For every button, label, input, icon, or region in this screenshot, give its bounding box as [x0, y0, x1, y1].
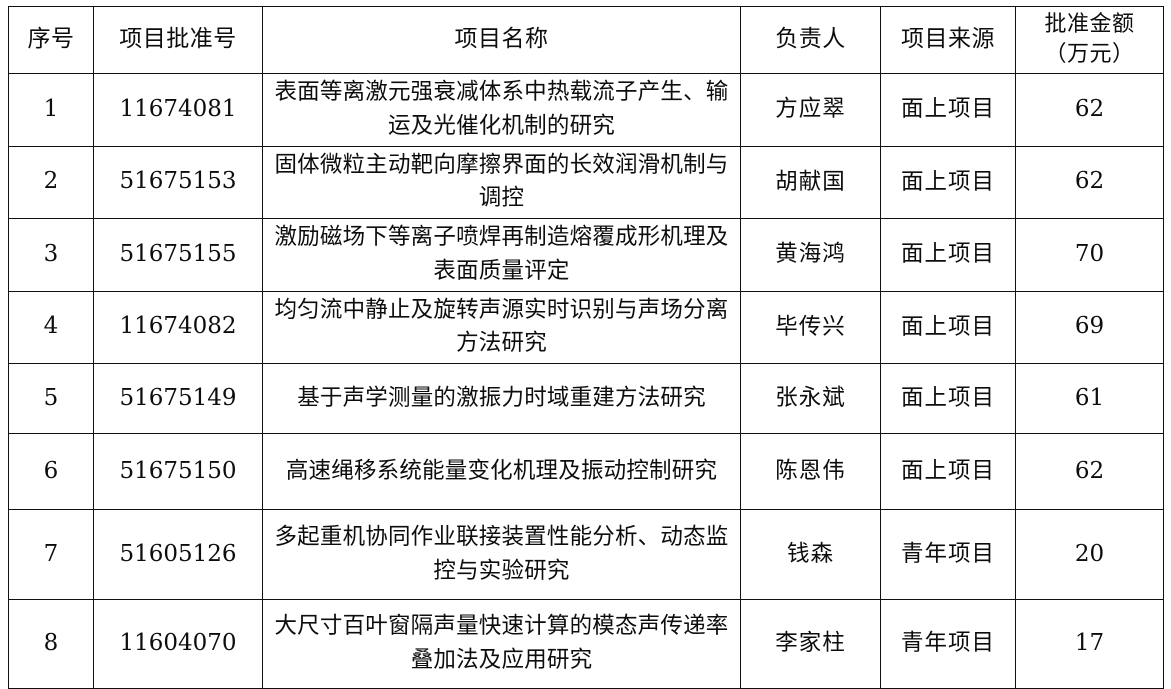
cell-approval-number: 51675155 [93, 218, 263, 292]
column-header-project-name: 项目名称 [262, 6, 741, 74]
cell-project-source: 面上项目 [880, 145, 1016, 219]
cell-project-name: 表面等离激元强衰减体系中热载流子产生、输运及光催化机制的研究 [262, 73, 741, 147]
table-header: 序号 项目批准号 项目名称 负责人 项目来源 批准金额 （万元） [8, 6, 1164, 74]
cell-sequence: 7 [8, 509, 94, 600]
cell-approved-amount: 20 [1015, 509, 1164, 600]
cell-project-source: 青年项目 [880, 599, 1016, 689]
cell-person-in-charge: 黄海鸿 [740, 218, 881, 292]
cell-person-in-charge: 陈恩伟 [740, 433, 881, 510]
cell-project-source: 面上项目 [880, 433, 1016, 510]
approved-amount-unit: （万元） [1044, 42, 1135, 67]
cell-sequence: 5 [8, 363, 94, 434]
cell-approval-number: 51675150 [93, 433, 263, 510]
cell-project-source: 面上项目 [880, 363, 1016, 434]
cell-person-in-charge: 李家柱 [740, 599, 881, 689]
cell-approval-number: 11674082 [93, 290, 263, 364]
column-header-sequence: 序号 [8, 6, 94, 74]
table-row: 2 51675153 固体微粒主动靶向摩擦界面的长效润滑机制与调控 胡献国 面上… [8, 145, 1164, 219]
cell-approval-number: 51675153 [93, 145, 263, 219]
cell-project-name: 大尺寸百叶窗隔声量快速计算的模态声传递率叠加法及应用研究 [262, 599, 741, 689]
cell-project-name: 基于声学测量的激振力时域重建方法研究 [262, 363, 741, 434]
cell-approved-amount: 70 [1015, 218, 1164, 292]
column-header-approval-number: 项目批准号 [93, 6, 263, 74]
table-row: 6 51675150 高速绳移系统能量变化机理及振动控制研究 陈恩伟 面上项目 … [8, 433, 1164, 510]
cell-sequence: 2 [8, 145, 94, 219]
cell-approval-number: 51675149 [93, 363, 263, 434]
cell-approved-amount: 69 [1015, 290, 1164, 364]
cell-person-in-charge: 钱森 [740, 509, 881, 600]
cell-approved-amount: 62 [1015, 433, 1164, 510]
table-row: 8 11604070 大尺寸百叶窗隔声量快速计算的模态声传递率叠加法及应用研究 … [8, 599, 1164, 689]
cell-project-name: 多起重机协同作业联接装置性能分析、动态监控与实验研究 [262, 509, 741, 600]
cell-project-name: 固体微粒主动靶向摩擦界面的长效润滑机制与调控 [262, 145, 741, 219]
table-row: 1 11674081 表面等离激元强衰减体系中热载流子产生、输运及光催化机制的研… [8, 73, 1164, 147]
column-header-approved-amount: 批准金额 （万元） [1015, 6, 1164, 74]
document-page: 序号 项目批准号 项目名称 负责人 项目来源 批准金额 （万元） 1 11674… [8, 6, 1164, 689]
cell-project-name: 激励磁场下等离子喷焊再制造熔覆成形机理及表面质量评定 [262, 218, 741, 292]
cell-project-source: 青年项目 [880, 509, 1016, 600]
approved-amount-label: 批准金额 [1044, 11, 1135, 37]
table-row: 5 51675149 基于声学测量的激振力时域重建方法研究 张永斌 面上项目 6… [8, 363, 1164, 434]
cell-project-source: 面上项目 [880, 290, 1016, 364]
header-row: 序号 项目批准号 项目名称 负责人 项目来源 批准金额 （万元） [8, 6, 1164, 74]
table-body: 1 11674081 表面等离激元强衰减体系中热载流子产生、输运及光催化机制的研… [8, 73, 1164, 689]
table-row: 3 51675155 激励磁场下等离子喷焊再制造熔覆成形机理及表面质量评定 黄海… [8, 218, 1164, 292]
cell-approved-amount: 62 [1015, 145, 1164, 219]
cell-sequence: 4 [8, 290, 94, 364]
table-row: 7 51605126 多起重机协同作业联接装置性能分析、动态监控与实验研究 钱森… [8, 509, 1164, 600]
column-header-project-source: 项目来源 [880, 6, 1016, 74]
cell-approved-amount: 61 [1015, 363, 1164, 434]
cell-person-in-charge: 毕传兴 [740, 290, 881, 364]
grant-projects-table: 序号 项目批准号 项目名称 负责人 项目来源 批准金额 （万元） 1 11674… [8, 6, 1164, 689]
cell-approval-number: 11604070 [93, 599, 263, 689]
cell-approved-amount: 62 [1015, 73, 1164, 147]
cell-approval-number: 11674081 [93, 73, 263, 147]
cell-approval-number: 51605126 [93, 509, 263, 600]
cell-project-source: 面上项目 [880, 73, 1016, 147]
cell-person-in-charge: 方应翠 [740, 73, 881, 147]
column-header-person-in-charge: 负责人 [740, 6, 881, 74]
cell-sequence: 1 [8, 73, 94, 147]
cell-approved-amount: 17 [1015, 599, 1164, 689]
cell-person-in-charge: 张永斌 [740, 363, 881, 434]
cell-person-in-charge: 胡献国 [740, 145, 881, 219]
table-row: 4 11674082 均匀流中静止及旋转声源实时识别与声场分离方法研究 毕传兴 … [8, 290, 1164, 364]
cell-project-name: 均匀流中静止及旋转声源实时识别与声场分离方法研究 [262, 290, 741, 364]
cell-sequence: 8 [8, 599, 94, 689]
cell-project-source: 面上项目 [880, 218, 1016, 292]
cell-project-name: 高速绳移系统能量变化机理及振动控制研究 [262, 433, 741, 510]
cell-sequence: 6 [8, 433, 94, 510]
cell-sequence: 3 [8, 218, 94, 292]
